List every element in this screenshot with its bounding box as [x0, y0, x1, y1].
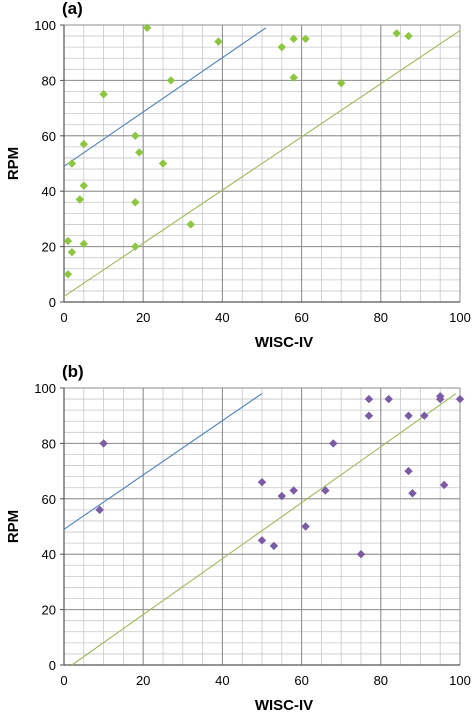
reference-line-2: [71, 393, 457, 666]
x-tick-label: 60: [294, 673, 308, 688]
y-tick-label: 20: [42, 603, 56, 618]
data-point: [404, 466, 413, 476]
data-point: [131, 198, 140, 207]
data-point: [135, 148, 144, 157]
y-tick-label: 80: [42, 73, 56, 88]
x-tick-label: 100: [449, 310, 471, 325]
data-point: [63, 270, 73, 279]
data-point: [384, 394, 393, 404]
y-tick-label: 0: [49, 295, 56, 310]
x-tick-label: 0: [60, 673, 67, 688]
data-point: [67, 159, 77, 168]
data-point: [79, 239, 88, 249]
x-tick-label: 20: [136, 673, 150, 688]
data-point: [436, 394, 445, 404]
data-point: [95, 505, 104, 515]
data-point: [214, 37, 223, 46]
panel-label: (b): [62, 363, 84, 381]
data-point: [329, 439, 338, 448]
x-tick-label: 40: [215, 310, 229, 325]
data-point: [455, 394, 465, 404]
data-point: [439, 480, 449, 490]
reference-line-2: [63, 30, 461, 297]
data-point: [75, 195, 85, 204]
data-point: [364, 411, 374, 420]
data-point: [99, 90, 108, 99]
x-tick-label: 0: [60, 310, 67, 325]
y-tick-label: 100: [34, 18, 56, 33]
y-tick-label: 100: [34, 381, 56, 396]
data-point: [142, 23, 152, 32]
data-point: [364, 394, 374, 404]
data-point: [79, 139, 88, 149]
data-point: [63, 236, 73, 246]
y-tick-label: 20: [42, 240, 56, 255]
data-point: [337, 78, 346, 88]
data-point: [404, 31, 413, 41]
data-point: [186, 220, 195, 229]
data-point: [408, 489, 417, 498]
data-point: [289, 73, 298, 82]
y-axis-title: RPM: [5, 147, 22, 180]
minor-grid: [63, 387, 461, 666]
y-tick-label: 80: [42, 436, 56, 451]
panel-label: (a): [62, 0, 83, 18]
data-point: [277, 42, 286, 52]
y-tick-label: 0: [49, 658, 56, 673]
data-point: [404, 411, 413, 420]
reference-line-1: [63, 393, 263, 530]
y-tick-label: 60: [42, 129, 56, 144]
data-point: [301, 522, 310, 531]
x-axis-title: WISC-IV: [255, 697, 313, 714]
data-point: [166, 76, 176, 85]
data-point: [99, 439, 108, 448]
data-point: [301, 34, 310, 44]
data-point: [356, 550, 366, 559]
x-tick-label: 40: [215, 673, 229, 688]
data-point: [79, 181, 88, 190]
data-point: [321, 486, 330, 495]
x-tick-label: 20: [136, 310, 150, 325]
data-point: [257, 477, 267, 487]
data-point: [420, 411, 429, 420]
x-axis-title: WISC-IV: [255, 334, 313, 351]
x-tick-label: 60: [294, 310, 308, 325]
x-tick-label: 80: [374, 310, 388, 325]
y-tick-label: 40: [42, 547, 56, 562]
data-point: [67, 247, 77, 257]
y-tick-label: 40: [42, 184, 56, 199]
x-tick-label: 100: [449, 673, 471, 688]
x-tick-label: 80: [374, 673, 388, 688]
y-tick-label: 60: [42, 492, 56, 507]
data-point: [392, 29, 401, 38]
data-point: [289, 34, 298, 44]
data-point: [289, 486, 298, 495]
data-point: [131, 131, 140, 140]
y-axis-title: RPM: [5, 510, 22, 543]
chart-panel-b: 0 20 40 60 80 100 0 20 40 60 80 100 (b) WISC-IV RPM: [5, 363, 471, 714]
chart-panel-a: 0 20 40 60 80 100 0 20 40 60 80 100 (a) WISC-IV RPM: [5, 0, 471, 351]
data-point: [131, 242, 140, 251]
reference-line-1: [63, 27, 267, 167]
data-point: [158, 159, 168, 168]
